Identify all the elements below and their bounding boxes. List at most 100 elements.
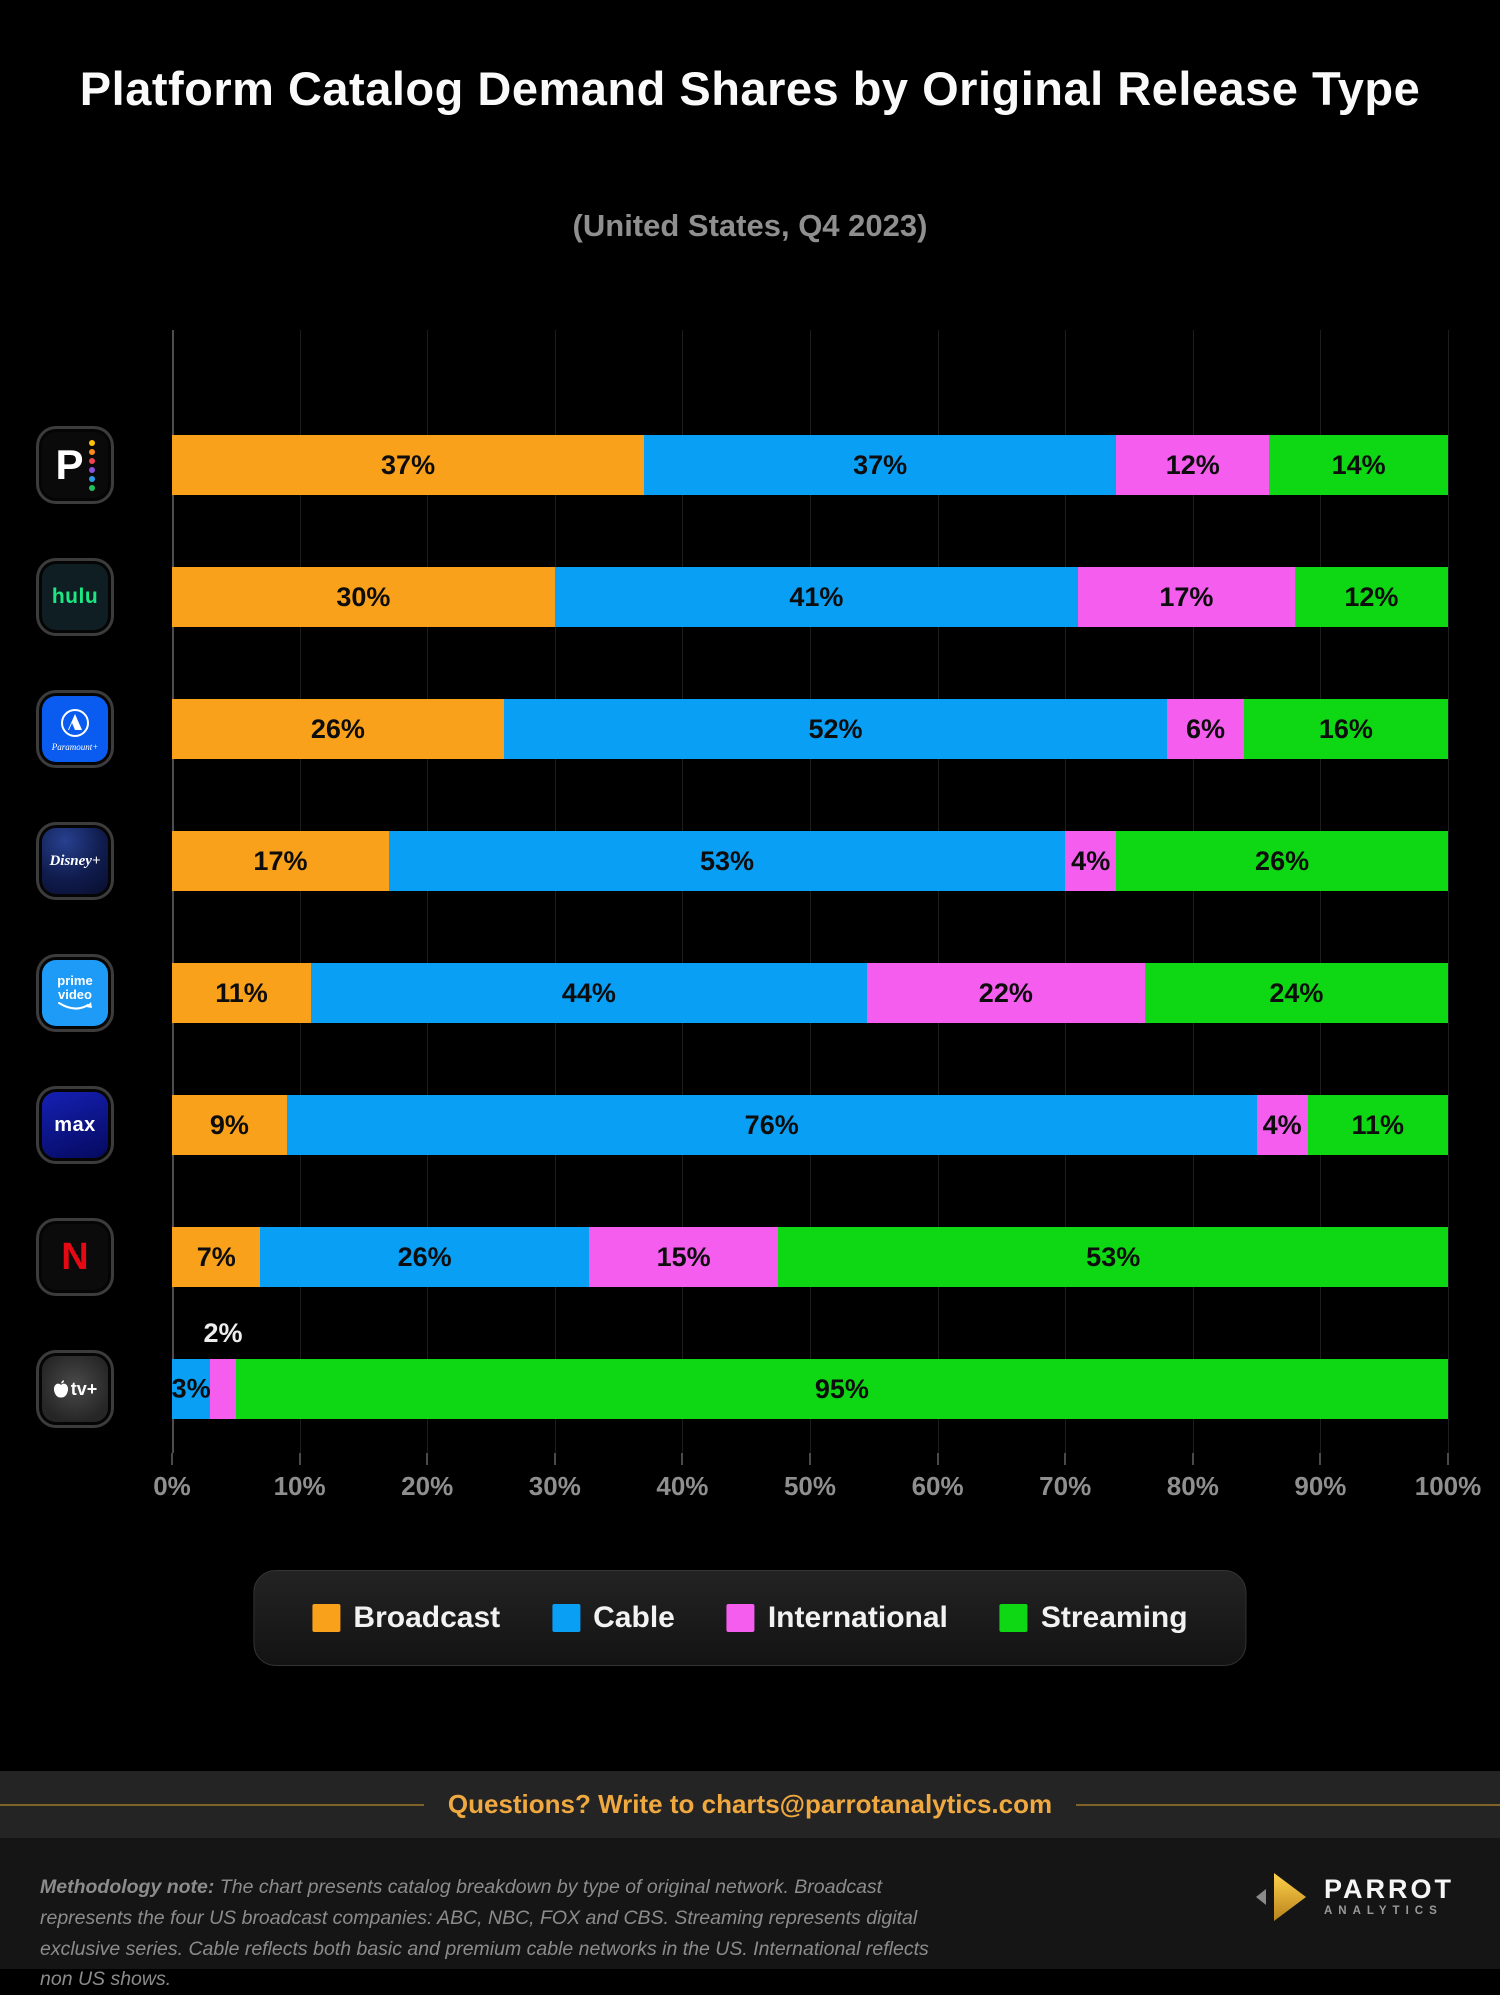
gridline-80 xyxy=(1192,330,1194,1453)
value-label-paramount-streaming: 16% xyxy=(1318,713,1373,744)
y-axis-line xyxy=(172,330,174,1453)
value-label-paramount-cable: 52% xyxy=(808,713,863,744)
value-label-max-cable: 76% xyxy=(744,1109,799,1140)
x-tick-30 xyxy=(553,1453,556,1465)
legend: Broadcast Cable International Streaming xyxy=(253,1570,1247,1666)
segment-apple-tv-cable: 3% xyxy=(172,1359,211,1419)
x-tick-90 xyxy=(1319,1453,1322,1465)
x-tick-60 xyxy=(936,1453,939,1465)
value-label-apple-tv-streaming: 95% xyxy=(814,1373,869,1404)
segment-paramount-international: 6% xyxy=(1167,699,1244,759)
x-tick-label-50: 50% xyxy=(783,1471,837,1501)
value-label-netflix-broadcast: 7% xyxy=(196,1241,236,1272)
legend-item-cable: Cable xyxy=(552,1601,675,1635)
contact-band: Questions? Write to charts@parrotanalyti… xyxy=(0,1771,1500,1838)
stacked-bar-apple-tv: 3% 2% 95% xyxy=(172,1318,1448,1419)
stacked-bar-paramount: 26% 52% 6% 16% xyxy=(172,699,1448,759)
segment-hulu-broadcast: 30% xyxy=(172,567,555,627)
legend-swatch-cable xyxy=(552,1604,581,1632)
segment-paramount-streaming: 16% xyxy=(1243,699,1448,759)
value-label-disney-cable: 53% xyxy=(700,845,755,876)
brand-subtitle: ANALYTICS xyxy=(1324,1905,1443,1918)
peacock-feather-dots-icon xyxy=(88,439,95,491)
x-tick-70 xyxy=(1064,1453,1067,1465)
value-label-paramount-international: 6% xyxy=(1186,713,1226,744)
legend-label-cable: Cable xyxy=(593,1601,675,1634)
x-tick-label-20: 20% xyxy=(401,1471,454,1501)
gold-divider-left xyxy=(0,1803,424,1806)
legend-swatch-international xyxy=(726,1604,755,1632)
value-label-prime-video-broadcast: 11% xyxy=(215,977,268,1008)
x-tick-label-30: 30% xyxy=(528,1471,581,1501)
segment-disney-streaming: 26% xyxy=(1116,831,1448,891)
platform-row-apple-tv: tv+ 3% 2% 95% xyxy=(42,1318,1448,1455)
value-label-prime-video-international: 22% xyxy=(978,977,1033,1008)
value-label-hulu-international: 17% xyxy=(1159,581,1214,612)
segment-netflix-cable: 26% xyxy=(260,1227,589,1287)
segment-disney-cable: 53% xyxy=(388,831,1066,891)
segment-netflix-international: 15% xyxy=(588,1227,779,1287)
segment-prime-video-broadcast: 11% xyxy=(172,963,311,1023)
x-tick-label-70: 70% xyxy=(1039,1471,1092,1501)
x-tick-label-40: 40% xyxy=(656,1471,709,1501)
segment-hulu-cable: 41% xyxy=(554,567,1078,627)
value-label-hulu-streaming: 12% xyxy=(1344,581,1399,612)
x-tick-40 xyxy=(681,1453,684,1465)
contact-text: Questions? Write to charts@parrotanalyti… xyxy=(424,1789,1076,1820)
value-label-max-streaming: 11% xyxy=(1351,1109,1405,1140)
segment-apple-tv-international: 2% xyxy=(204,1318,243,1419)
segment-hulu-streaming: 12% xyxy=(1294,567,1448,627)
netflix-letter: N xyxy=(61,1236,89,1278)
legend-item-broadcast: Broadcast xyxy=(312,1601,500,1635)
legend-label-broadcast: Broadcast xyxy=(353,1601,501,1634)
x-tick-label-10: 10% xyxy=(273,1471,326,1501)
segment-prime-video-cable: 44% xyxy=(310,963,867,1023)
legend-swatch-broadcast xyxy=(312,1604,341,1632)
stacked-bar-hulu: 30% 41% 17% 12% xyxy=(172,567,1448,627)
platform-row-hulu: hulu 30% 41% 17% 12% xyxy=(42,531,1448,663)
x-tick-label-80: 80% xyxy=(1166,1471,1219,1501)
value-label-paramount-broadcast: 26% xyxy=(310,713,365,744)
value-label-peacock-cable: 37% xyxy=(853,449,908,480)
paramount-wordmark: Paramount+ xyxy=(51,742,99,752)
value-label-peacock-streaming: 14% xyxy=(1331,449,1386,480)
brand-name: PARROT xyxy=(1324,1874,1454,1905)
value-label-prime-video-cable: 44% xyxy=(561,977,616,1008)
gridline-30 xyxy=(554,330,556,1453)
x-tick-label-0: 0% xyxy=(153,1471,191,1501)
segment-peacock-streaming: 14% xyxy=(1269,435,1448,495)
parrot-analytics-logo: PARROT ANALYTICS xyxy=(1252,1866,1454,1928)
value-label-peacock-international: 12% xyxy=(1165,449,1220,480)
legend-item-streaming: Streaming xyxy=(999,1601,1188,1635)
segment-prime-video-streaming: 24% xyxy=(1144,963,1448,1023)
platform-row-max: max 9% 76% 4% 11% xyxy=(42,1059,1448,1191)
netflix-logo: N xyxy=(42,1224,108,1290)
segment-max-streaming: 11% xyxy=(1307,1095,1448,1155)
legend-label-international: International xyxy=(767,1601,948,1634)
stacked-bar-prime-video: 11% 44% 22% 24% xyxy=(172,963,1448,1023)
platform-row-disney: Disney+ 17% 53% 4% 26% xyxy=(42,795,1448,927)
platform-row-netflix: N 7% 26% 15% 53% xyxy=(42,1191,1448,1323)
segment-netflix-broadcast: 7% xyxy=(172,1227,261,1287)
segment-max-cable: 76% xyxy=(286,1095,1257,1155)
segment-max-international: 4% xyxy=(1256,1095,1308,1155)
value-label-netflix-international: 15% xyxy=(656,1241,711,1272)
segment-disney-broadcast: 17% xyxy=(172,831,389,891)
prime-video-logo: prime video xyxy=(42,960,108,1026)
value-label-max-international: 4% xyxy=(1262,1109,1302,1140)
value-label-netflix-streaming: 53% xyxy=(1086,1241,1141,1272)
contact-email-text: Write to charts@parrotanalytics.com xyxy=(590,1789,1053,1819)
platform-row-paramount: Paramount+ 26% 52% 6% 16% xyxy=(42,663,1448,795)
x-tick-label-90: 90% xyxy=(1294,1471,1347,1501)
segment-peacock-cable: 37% xyxy=(644,435,1117,495)
legend-label-streaming: Streaming xyxy=(1040,1601,1188,1634)
peacock-logo: P xyxy=(42,432,108,498)
max-wordmark: max xyxy=(54,1113,96,1136)
value-label-hulu-broadcast: 30% xyxy=(336,581,391,612)
stacked-bar-netflix: 7% 26% 15% 53% xyxy=(172,1227,1448,1287)
value-label-prime-video-streaming: 24% xyxy=(1269,977,1324,1008)
plot-area: P 37% 37% 12% 14% hulu 30% 41% 17% 12% Paramou… xyxy=(42,330,1449,1455)
segment-paramount-broadcast: 26% xyxy=(172,699,504,759)
segment-peacock-international: 12% xyxy=(1116,435,1270,495)
gridline-100 xyxy=(1448,330,1449,1453)
